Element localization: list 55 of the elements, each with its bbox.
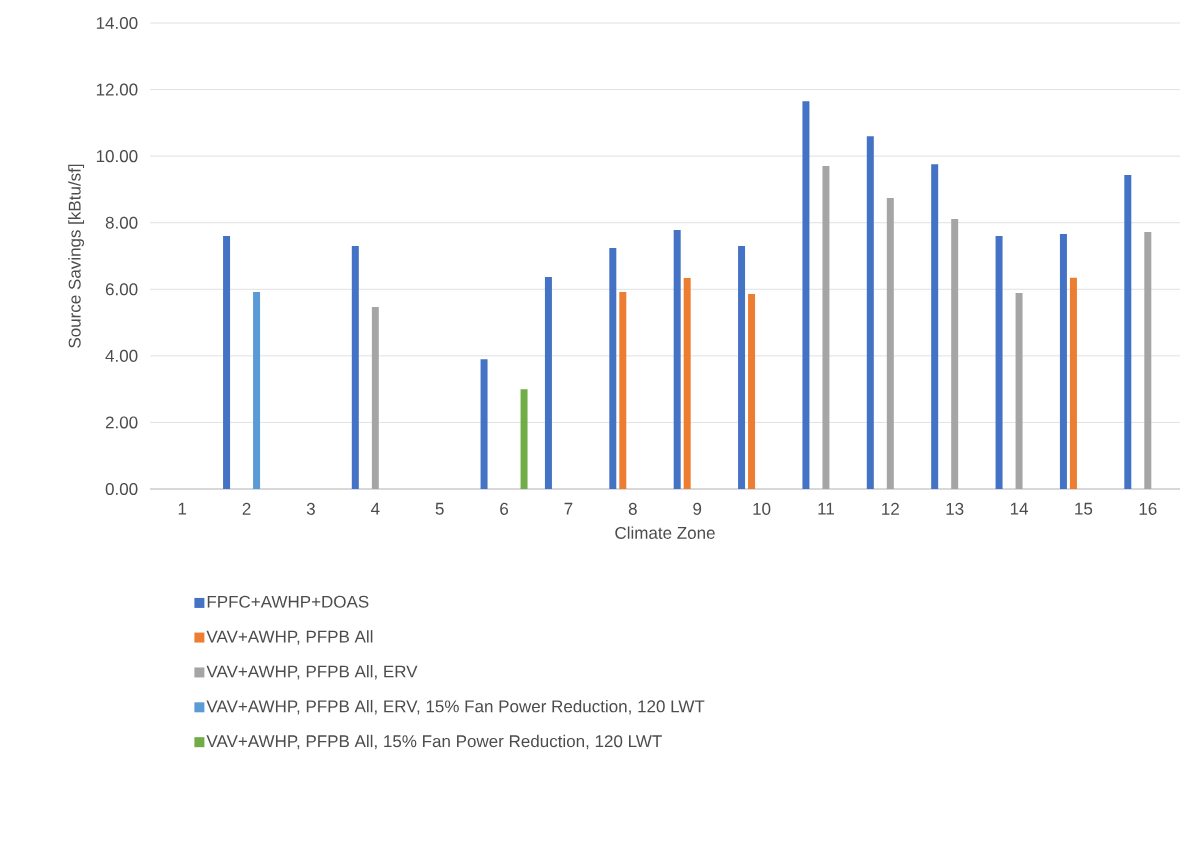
x-tick-label: 10	[753, 502, 771, 515]
x-tick-label: 4	[370, 502, 380, 515]
x-tick-label: 8	[628, 502, 637, 515]
legend-label: VAV+AWHP, PFPB All, 15% Fan Power Reduction, 120 LWT	[206, 734, 662, 750]
x-tick-label: 9	[693, 502, 702, 515]
x-tick-label: 14	[1010, 502, 1029, 515]
y-tick-label: 10.00	[96, 150, 138, 163]
x-tick-label: 5	[435, 502, 444, 515]
legend-label: VAV+AWHP, PFPB All, ERV	[206, 665, 418, 680]
y-axis-title: Source Savings [kBtu/sf]	[68, 164, 85, 348]
legend-label: VAV+AWHP, PFPB All, ERV, 15% Fan Power Reduction, 120 LWT	[206, 699, 705, 715]
bar	[1059, 234, 1067, 489]
x-tick-label: 3	[306, 502, 315, 515]
x-tick-label: 13	[946, 502, 964, 515]
y-tick-label: 8.00	[105, 216, 138, 229]
bar	[544, 276, 552, 489]
bar	[371, 306, 379, 489]
y-tick-label: 0.00	[105, 482, 138, 496]
y-tick-label: 2.00	[105, 416, 138, 429]
legend-label: FPFC+AWHP+DOAS	[207, 595, 369, 608]
bar	[619, 291, 627, 489]
bar	[931, 164, 939, 489]
y-tick-label: 14.00	[96, 16, 138, 30]
bar	[1069, 277, 1077, 489]
bar	[1015, 292, 1023, 489]
bar	[673, 230, 681, 489]
bar	[886, 198, 894, 489]
bar	[683, 277, 691, 489]
bar	[995, 236, 1003, 489]
y-tick-label: 6.00	[105, 283, 138, 296]
x-axis-title: Climate Zone	[615, 526, 715, 539]
bar	[253, 291, 261, 489]
bar	[223, 236, 231, 489]
x-tick-label: 7	[564, 502, 573, 515]
bar	[748, 293, 756, 489]
x-tick-label: 6	[500, 502, 509, 515]
x-tick-label: 2	[242, 502, 251, 515]
bar	[1144, 232, 1152, 489]
bar	[480, 359, 488, 489]
legend-label: VAV+AWHP, PFPB All	[206, 630, 373, 645]
x-tick-label: 11	[818, 502, 834, 515]
bar	[738, 246, 746, 489]
bar	[351, 246, 359, 489]
x-tick-label: 16	[1139, 502, 1157, 515]
x-tick-label: 1	[178, 502, 187, 515]
y-tick-label: 4.00	[105, 349, 138, 362]
bar	[822, 166, 830, 489]
y-tick-label: 12.00	[96, 83, 138, 96]
bar	[1124, 175, 1132, 489]
x-tick-label: 15	[1075, 502, 1093, 515]
bar	[951, 219, 959, 489]
bar	[609, 248, 617, 489]
x-tick-label: 12	[882, 502, 899, 515]
bar	[802, 101, 810, 489]
bar	[866, 136, 874, 489]
